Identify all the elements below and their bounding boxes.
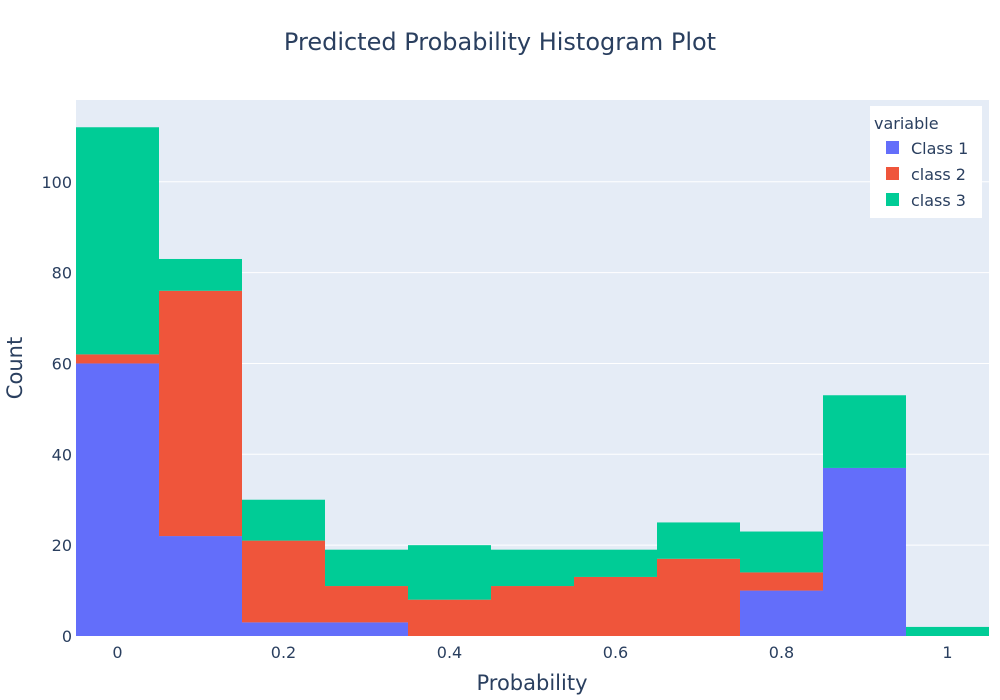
bar-class-1[interactable] (740, 590, 823, 636)
y-tick-label: 100 (41, 173, 72, 192)
x-tick-label: 0.2 (271, 643, 296, 662)
y-tick-label: 40 (52, 445, 72, 464)
bar-class-2[interactable] (491, 586, 574, 636)
x-tick-label: 0.4 (437, 643, 462, 662)
legend-label[interactable]: class 3 (911, 191, 966, 210)
legend-title: variable (874, 114, 939, 133)
y-axis-title: Count (3, 337, 27, 399)
y-tick-label: 60 (52, 354, 72, 373)
legend[interactable]: variable Class 1 class 2 class 3 (870, 106, 982, 218)
x-tick-label: 1 (942, 643, 952, 662)
bar-class-3[interactable] (76, 127, 159, 355)
legend-swatch[interactable] (886, 193, 899, 206)
bar-class-3[interactable] (242, 499, 325, 541)
bar-class-3[interactable] (906, 626, 989, 636)
bar-class-3[interactable] (574, 549, 657, 577)
chart-title: Predicted Probability Histogram Plot (284, 28, 716, 56)
y-tick-label: 0 (62, 627, 72, 646)
bar-class-3[interactable] (657, 522, 740, 559)
legend-items[interactable]: Class 1 class 2 class 3 (886, 139, 968, 210)
x-tick-label: 0.6 (603, 643, 628, 662)
bar-class-3[interactable] (325, 549, 408, 587)
bar-class-1[interactable] (242, 622, 325, 636)
legend-swatch[interactable] (886, 167, 899, 180)
bar-class-2[interactable] (325, 586, 408, 623)
bar-class-1[interactable] (325, 622, 408, 636)
y-tick-label: 20 (52, 536, 72, 555)
bar-class-3[interactable] (740, 531, 823, 573)
legend-swatch[interactable] (886, 141, 899, 154)
bar-class-2[interactable] (159, 290, 242, 537)
x-axis-title: Probability (476, 671, 587, 695)
bar-class-3[interactable] (491, 549, 574, 587)
bar-class-3[interactable] (408, 545, 491, 600)
bar-class-2[interactable] (657, 558, 740, 636)
bar-class-2[interactable] (408, 599, 491, 636)
x-tick-label: 0 (112, 643, 122, 662)
bar-class-1[interactable] (159, 536, 242, 636)
legend-label[interactable]: Class 1 (911, 139, 968, 158)
legend-label[interactable]: class 2 (911, 165, 966, 184)
y-tick-label: 80 (52, 264, 72, 283)
y-axis-ticks: 0 20 40 60 80 100 (41, 173, 72, 646)
bars[interactable] (76, 127, 989, 636)
bar-class-3[interactable] (823, 395, 906, 468)
bar-class-3[interactable] (159, 258, 242, 291)
x-tick-label: 0.8 (769, 643, 794, 662)
bar-class-2[interactable] (574, 576, 657, 636)
bar-class-1[interactable] (823, 467, 906, 636)
x-axis-ticks: 0 0.2 0.4 0.6 0.8 1 (112, 643, 952, 662)
bar-class-2[interactable] (740, 572, 823, 591)
bar-class-2[interactable] (76, 354, 159, 364)
bar-class-1[interactable] (76, 363, 159, 636)
bar-class-2[interactable] (242, 540, 325, 623)
